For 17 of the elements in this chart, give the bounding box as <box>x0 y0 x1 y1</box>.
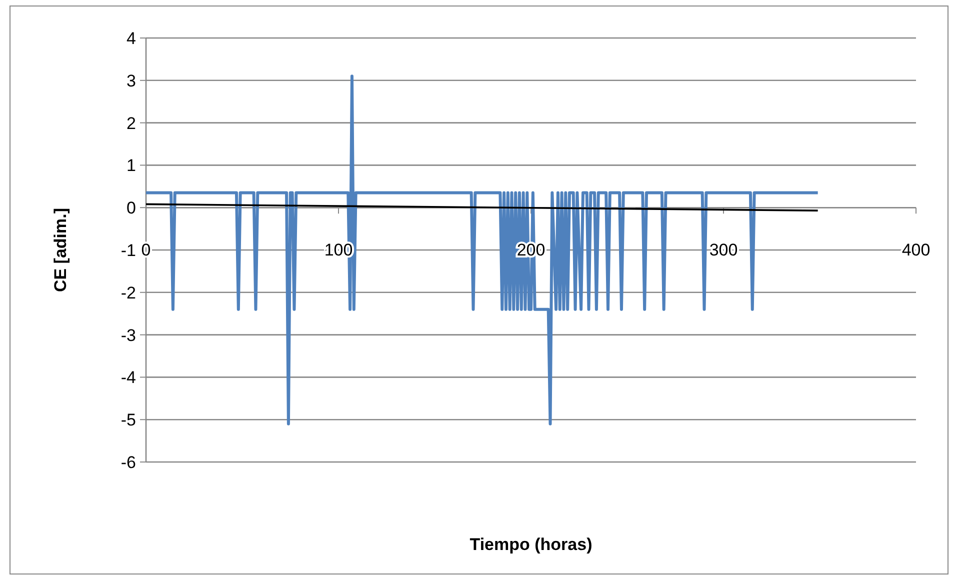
y-tick-label: 1 <box>126 156 136 176</box>
y-tick-label: 3 <box>126 71 136 90</box>
x-tick-label: 200 <box>516 240 546 260</box>
x-tick-label: 300 <box>709 240 738 260</box>
x-tick-label: 400 <box>902 240 930 260</box>
y-tick-label: -5 <box>120 410 136 430</box>
y-tick-label: -6 <box>120 452 136 472</box>
y-tick-label: -1 <box>120 240 136 260</box>
y-tick-label: -2 <box>120 283 136 302</box>
y-tick-label: -4 <box>120 368 136 388</box>
y-axis-title: CE [adim.] <box>51 208 70 292</box>
y-tick-label: 4 <box>126 28 136 48</box>
x-axis-title: Tiempo (horas) <box>470 535 592 554</box>
y-tick-label: 2 <box>126 114 136 133</box>
y-tick-label: -3 <box>120 326 136 345</box>
y-tick-label: 0 <box>126 198 136 218</box>
x-tick-label: 0 <box>141 240 151 260</box>
